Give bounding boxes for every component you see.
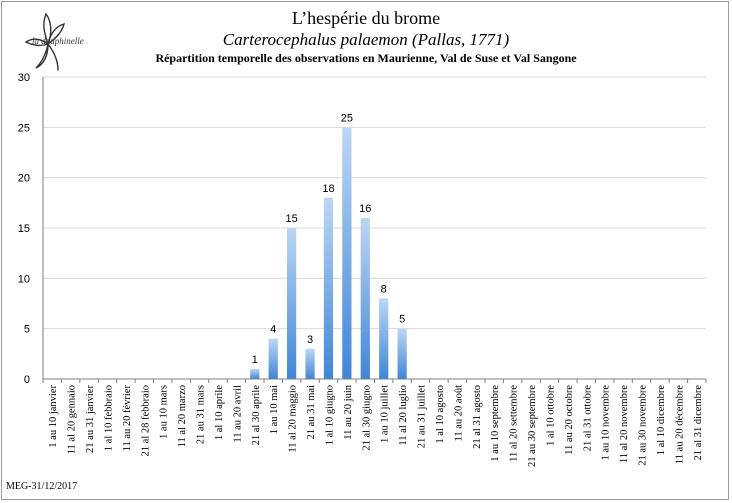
x-tick-label: 1 al 10 dicembre bbox=[656, 385, 667, 456]
y-tick-label: 0 bbox=[24, 374, 30, 386]
x-tick-label: 21 al 30 giugno bbox=[361, 385, 372, 451]
chart-title: L’hespérie du brome bbox=[291, 8, 441, 28]
y-tick-label: 15 bbox=[18, 223, 30, 235]
flower-logo-icon bbox=[24, 12, 65, 71]
x-tick-label: 21 al 31 dicembre bbox=[693, 385, 704, 461]
footer-credit: MEG-31/12/2017 bbox=[6, 481, 78, 492]
x-tick-label: 11 au 20 avril bbox=[232, 385, 243, 443]
x-tick-label: 11 au 20 février bbox=[122, 384, 133, 451]
data-label: 5 bbox=[399, 314, 405, 326]
x-tick-label: 11 au 20 octobre bbox=[564, 385, 575, 455]
data-label: 4 bbox=[270, 324, 276, 336]
y-tick-label: 10 bbox=[18, 273, 30, 285]
x-tick-label: 11 au 20 décembre bbox=[674, 385, 685, 465]
bar bbox=[397, 328, 407, 379]
x-tick-label: 21 au 30 septembre bbox=[527, 385, 538, 467]
data-label: 8 bbox=[381, 283, 387, 295]
bar bbox=[250, 368, 260, 379]
x-tick-label: 11 al 20 novembre bbox=[619, 385, 630, 463]
chart-description: Répartition temporelle des observations … bbox=[155, 51, 577, 65]
x-tick-label: 1 al 10 giugno bbox=[324, 385, 335, 445]
x-tick-label: 21 al 28 febbraio bbox=[140, 385, 151, 456]
x-tick-label: 1 al 10 aprile bbox=[214, 385, 225, 440]
x-tick-label: 1 al 10 agosto bbox=[435, 385, 446, 444]
x-tick-label: 11 au 20 juin bbox=[343, 384, 354, 439]
x-tick-label: 1 al 10 ottobre bbox=[545, 385, 556, 446]
bar bbox=[342, 127, 352, 379]
x-tick-label: 21 au 30 novembre bbox=[638, 385, 649, 466]
x-tick-label: 1 au 10 mai bbox=[269, 385, 280, 434]
x-tick-label: 1 au 10 mars bbox=[159, 385, 170, 439]
x-tick-label: 11 au 20 août bbox=[453, 385, 464, 442]
x-tick-label: 21 al 30 aprile bbox=[251, 385, 262, 446]
bar bbox=[323, 197, 334, 379]
x-tick-label: 1 au 10 septembre bbox=[490, 385, 501, 462]
bar bbox=[379, 298, 389, 379]
x-tick-label: 21 au 31 mars bbox=[196, 385, 207, 444]
data-label: 18 bbox=[322, 183, 334, 195]
x-tick-label: 11 al 20 settembre bbox=[509, 385, 520, 462]
x-tick-label: 1 au 10 novembre bbox=[601, 385, 612, 461]
data-label: 15 bbox=[286, 213, 298, 225]
y-tick-label: 30 bbox=[18, 72, 30, 84]
x-tick-label: 11 al 20 luglio bbox=[398, 385, 409, 446]
data-label: 25 bbox=[341, 112, 353, 124]
x-tick-label: 21 au 31 juillet bbox=[417, 385, 428, 448]
y-tick-label: 20 bbox=[18, 173, 30, 185]
data-label: 1 bbox=[252, 354, 258, 366]
x-tick-label: 21 au 31 mai bbox=[306, 385, 317, 440]
data-label: 16 bbox=[359, 203, 371, 215]
y-tick-label: 5 bbox=[24, 324, 30, 336]
x-tick-label: 11 al 20 maggio bbox=[288, 385, 299, 453]
x-tick-label: 21 au 31 janvier bbox=[85, 384, 96, 452]
bar bbox=[360, 217, 370, 379]
y-tick-label: 25 bbox=[18, 122, 30, 134]
x-tick-label: 21 al 31 agosto bbox=[472, 385, 483, 449]
x-tick-label: 1 au 10 juillet bbox=[380, 385, 391, 443]
x-tick-label: 11 al 20 marzo bbox=[177, 385, 188, 447]
x-tick-label: 1 al 10 febbraio bbox=[103, 385, 114, 451]
x-tick-label: 21 al 31 ottobre bbox=[582, 385, 593, 452]
logo-text: la dauphinelle bbox=[32, 36, 84, 46]
bar bbox=[287, 228, 297, 379]
data-label: 3 bbox=[307, 334, 313, 346]
chart-subtitle: Carterocephalus palaemon (Pallas, 1771) bbox=[222, 30, 510, 49]
x-tick-label: 11 al 20 gennaio bbox=[67, 385, 78, 454]
bar bbox=[305, 348, 315, 379]
bar bbox=[268, 338, 278, 379]
x-tick-label: 1 au 10 janvier bbox=[48, 384, 59, 447]
